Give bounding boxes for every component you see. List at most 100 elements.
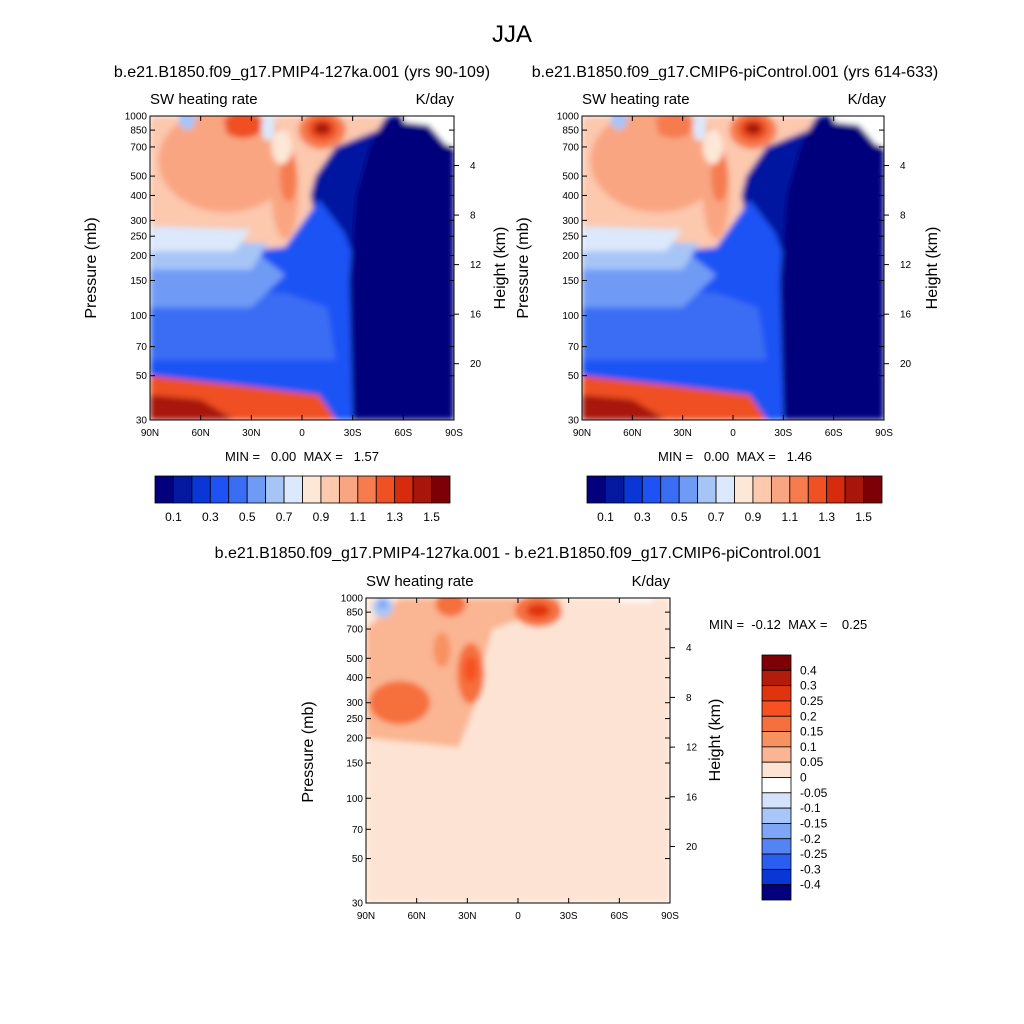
axes: 305070100150200250300400500700850100090N… (557, 112, 912, 440)
colorbar-label: 0.25 (800, 694, 824, 708)
contour-region (610, 116, 628, 130)
colorbar-swatch (761, 838, 792, 855)
colorbar-swatch (761, 823, 792, 840)
y-tick-label: 200 (562, 251, 579, 262)
colorbar-label: 0.1 (800, 740, 817, 754)
contour-region (779, 116, 884, 420)
colorbar-label: 0.2 (800, 709, 817, 723)
y-tick-label: 850 (346, 608, 363, 619)
colorbar-swatch (173, 475, 193, 504)
y-tick-label: 200 (346, 733, 363, 744)
height-tick-label: 16 (900, 310, 912, 321)
colorbar-swatch (154, 475, 174, 504)
contour-region (271, 129, 292, 165)
y-tick-label: 1000 (557, 112, 580, 123)
colorbar-label: 0.1 (597, 510, 614, 524)
colorbar-label: -0.25 (800, 847, 828, 861)
contour-region (833, 116, 884, 147)
y-tick-label: 30 (568, 416, 580, 427)
colorbar-swatch (844, 475, 864, 504)
colorbar-swatch (283, 475, 303, 504)
heatmap-field (582, 116, 884, 420)
x-tick-label: 30N (242, 428, 260, 439)
x-tick-label: 90S (661, 911, 679, 922)
colorbar-swatch (770, 475, 791, 504)
colorbar-swatch (586, 475, 606, 504)
x-tick-label: 60S (394, 428, 412, 439)
x-tick-label: 0 (299, 428, 305, 439)
colorbar-label: 1.1 (781, 510, 798, 524)
colorbar-label: 1.5 (423, 510, 440, 524)
y-tick-label: 300 (130, 216, 147, 227)
contour-region (623, 117, 658, 139)
contour-region (158, 116, 294, 213)
y-tick-label: 100 (130, 311, 147, 322)
x-tick-label: 90S (445, 428, 463, 439)
y-tick-label: 30 (352, 899, 364, 910)
contour-region (369, 680, 431, 725)
y-tick-label: 700 (130, 142, 147, 153)
x-tick-label: 90N (573, 428, 591, 439)
y-tick-label: 400 (346, 673, 363, 684)
y-tick-label: 50 (352, 854, 364, 865)
colorbar: 0.4 0.30.250.2 0.150.10.05 0-0.05-0.1-0.15 -… (761, 654, 828, 901)
y-axis-right-label: Height (km) (492, 227, 509, 310)
colorbar-swatch (761, 868, 792, 886)
colorbar-swatch (761, 746, 792, 763)
colorbar-label: 0.5 (671, 510, 688, 524)
y-axis-right-label: Height (km) (924, 227, 941, 310)
panel-p2: b.e21.B1850.f09_g17.CMIP6-piControl.001 … (515, 64, 941, 524)
y-axis-right-label: Height (km) (707, 699, 724, 782)
colorbar-label: 1.3 (386, 510, 403, 524)
y-tick-label: 150 (130, 276, 147, 287)
contour-region (702, 129, 723, 165)
y-tick-label: 150 (562, 276, 579, 287)
left-label: SW heating rate (582, 91, 690, 108)
x-tick-label: 60N (623, 428, 641, 439)
panel-p1: b.e21.B1850.f09_g17.PMIP4-127ka.001 (yrs… (83, 64, 509, 524)
y-tick-label: 850 (562, 126, 579, 137)
colorbar-label: -0.05 (800, 786, 828, 800)
colorbar-label: 0.5 (239, 510, 256, 524)
panel-p3: b.e21.B1850.f09_g17.PMIP4-127ka.001 - b.… (215, 545, 868, 922)
colorbar-swatch (412, 475, 432, 504)
height-tick-label: 4 (470, 161, 476, 172)
right-label: K/day (416, 91, 455, 108)
colorbar-swatch (678, 475, 699, 504)
colorbar-swatch (807, 475, 828, 504)
contour-layer (150, 116, 454, 420)
figure-title: JJA (492, 21, 532, 48)
colorbar-label: -0.4 (800, 878, 821, 892)
colorbar-label: 1.3 (818, 510, 835, 524)
colorbar-label: 0.05 (800, 755, 824, 769)
x-tick-label: 30S (560, 911, 578, 922)
x-tick-label: 30N (458, 911, 476, 922)
x-tick-label: 0 (515, 911, 521, 922)
y-tick-label: 50 (568, 371, 580, 382)
y-tick-label: 100 (346, 794, 363, 805)
contour-region (582, 395, 666, 420)
y-tick-label: 300 (562, 216, 579, 227)
colorbar-swatch (761, 669, 792, 687)
y-tick-label: 500 (346, 654, 363, 665)
y-tick-label: 700 (346, 625, 363, 636)
contour-region (435, 598, 466, 617)
panel-title: b.e21.B1850.f09_g17.CMIP6-piControl.001 … (532, 64, 938, 81)
colorbar-label: 0.9 (745, 510, 762, 524)
contour-region (178, 116, 196, 130)
contour-region (526, 603, 551, 618)
contour-region (261, 116, 275, 141)
colorbar-label: 0.15 (800, 725, 824, 739)
y-tick-label: 300 (346, 698, 363, 709)
colorbar-label: 0.3 (202, 510, 219, 524)
y-axis-label: Pressure (mb) (300, 701, 317, 802)
heatmap-field (366, 598, 670, 903)
contour-region (403, 116, 454, 147)
y-tick-label: 400 (130, 191, 147, 202)
y-tick-label: 70 (352, 825, 364, 836)
colorbar-label: -0.15 (800, 816, 828, 830)
y-tick-label: 250 (130, 232, 147, 243)
colorbar-label: 0.4 (800, 663, 817, 677)
colorbar-swatch (752, 475, 772, 504)
